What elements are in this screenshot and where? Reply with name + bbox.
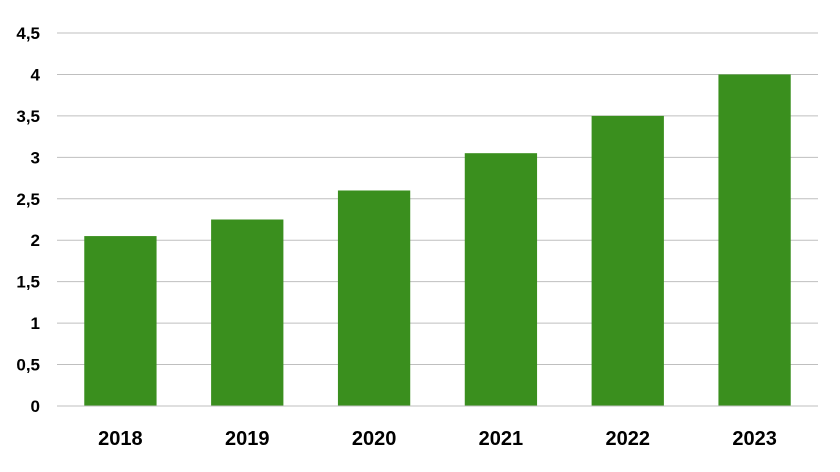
bar-2019 [211, 219, 284, 406]
x-tick-label: 2018 [98, 428, 143, 450]
y-tick-label: 4,5 [16, 24, 40, 43]
x-tick-label: 2022 [606, 428, 651, 450]
y-tick-label: 4 [31, 65, 41, 84]
y-tick-label: 3,5 [16, 107, 40, 126]
x-tick-label: 2021 [479, 428, 524, 450]
bars [84, 74, 791, 406]
y-axis: 0 0,5 1 1,5 2 2,5 3 3,5 4 4,5 [16, 24, 40, 416]
bar-2022 [591, 115, 664, 406]
x-tick-label: 2019 [225, 428, 270, 450]
x-tick-label: 2020 [352, 428, 397, 450]
x-axis: 2018 2019 2020 2021 2022 2023 [57, 405, 818, 450]
y-tick-label: 2,5 [16, 190, 40, 209]
y-tick-label: 1 [31, 314, 40, 333]
bar-2023 [718, 74, 791, 406]
y-tick-label: 2 [31, 231, 40, 250]
y-tick-label: 0,5 [16, 356, 40, 375]
y-tick-label: 1,5 [16, 273, 40, 292]
bar-2021 [464, 153, 538, 406]
x-tick-label: 2023 [732, 428, 777, 450]
gridlines [57, 32, 818, 366]
bar-2020 [337, 190, 411, 406]
y-tick-label: 0 [31, 397, 40, 416]
bar-2018 [84, 236, 157, 406]
y-tick-label: 3 [31, 148, 40, 167]
